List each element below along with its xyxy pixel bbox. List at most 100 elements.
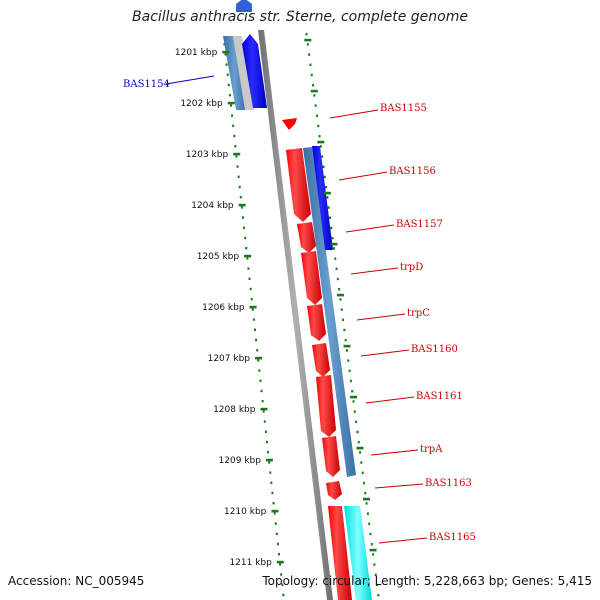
major-tick bbox=[349, 395, 357, 399]
major-tick bbox=[336, 293, 344, 297]
minor-tick bbox=[373, 563, 376, 566]
gene-label-BAS1161[interactable]: BAS1161 bbox=[416, 391, 463, 402]
scale-label: 1206 kbp bbox=[202, 303, 245, 313]
outer-tick-track bbox=[305, 33, 380, 597]
minor-tick bbox=[356, 430, 359, 434]
scale-label: 1201 kbp bbox=[175, 48, 218, 58]
minor-tick bbox=[261, 400, 264, 403]
minor-tick bbox=[305, 33, 308, 36]
scale-label: 1208 kbp bbox=[213, 405, 256, 415]
minor-tick bbox=[355, 420, 358, 423]
gene-label-BAS1156[interactable]: BAS1156 bbox=[389, 166, 436, 177]
gene-leader-line bbox=[345, 224, 395, 233]
gene-label-trpA[interactable]: trpA bbox=[420, 444, 443, 455]
gene-BAS1155-arrow bbox=[282, 118, 297, 130]
gene-leader-line bbox=[365, 396, 415, 404]
major-tick bbox=[271, 509, 279, 513]
minor-tick bbox=[245, 247, 248, 250]
major-tick bbox=[330, 242, 338, 246]
minor-tick bbox=[360, 461, 363, 464]
minor-tick bbox=[229, 104, 232, 107]
minor-tick bbox=[318, 135, 321, 138]
scale-labels: 1201 kbp 1202 kbp 1203 kbp 1204 kbp 1205 kbp… bbox=[175, 38, 377, 568]
minor-tick bbox=[267, 451, 270, 454]
minor-tick bbox=[374, 573, 377, 576]
minor-tick bbox=[345, 349, 348, 352]
minor-tick bbox=[250, 298, 253, 301]
scale-label: 1209 kbp bbox=[219, 456, 262, 466]
minor-tick bbox=[361, 471, 364, 474]
major-tick bbox=[310, 89, 318, 93]
gene-label-trpD[interactable]: trpD bbox=[400, 262, 423, 273]
gene-leader-line bbox=[370, 449, 419, 456]
gene-BAS1154-arrow bbox=[242, 34, 267, 108]
minor-tick bbox=[340, 308, 343, 311]
major-tick bbox=[222, 50, 230, 54]
gene-label-BAS1163[interactable]: BAS1163 bbox=[425, 478, 472, 489]
minor-tick bbox=[349, 379, 352, 383]
minor-tick bbox=[270, 481, 273, 484]
minor-tick bbox=[319, 145, 322, 148]
minor-tick bbox=[249, 287, 252, 291]
minor-tick bbox=[260, 389, 263, 393]
minor-tick bbox=[238, 185, 241, 189]
minor-tick bbox=[377, 594, 380, 597]
scale-label: 1205 kbp bbox=[197, 252, 240, 262]
minor-tick bbox=[326, 196, 329, 199]
minor-tick bbox=[330, 226, 333, 230]
major-tick bbox=[260, 407, 268, 411]
gene-label-BAS1157[interactable]: BAS1157 bbox=[396, 219, 443, 230]
minor-tick bbox=[225, 63, 228, 66]
minor-tick bbox=[369, 532, 372, 536]
minor-tick bbox=[226, 73, 229, 76]
minor-tick bbox=[252, 318, 255, 321]
gene-labels: BAS1154 BAS1155 BAS1156 BAS1157 trpD trpC BAS1… bbox=[123, 75, 476, 544]
gene-leader-line bbox=[378, 537, 428, 544]
major-tick bbox=[227, 101, 235, 105]
minor-tick bbox=[342, 318, 345, 321]
major-tick bbox=[265, 458, 273, 462]
major-tick bbox=[363, 497, 371, 501]
minor-tick bbox=[357, 441, 360, 444]
minor-tick bbox=[276, 542, 279, 546]
minor-tick bbox=[265, 440, 268, 444]
gene-label-BAS1154[interactable]: BAS1154 bbox=[123, 79, 170, 90]
gene-label-trpC[interactable]: trpC bbox=[407, 308, 430, 319]
inner-tick-track bbox=[223, 43, 285, 597]
minor-tick bbox=[321, 155, 324, 158]
minor-tick bbox=[281, 583, 284, 586]
minor-tick bbox=[322, 165, 325, 168]
minor-tick bbox=[241, 216, 244, 219]
minor-tick bbox=[308, 53, 311, 56]
major-tick bbox=[356, 446, 364, 450]
gene-leader-line bbox=[350, 267, 399, 275]
gene-label-BAS1160[interactable]: BAS1160 bbox=[411, 344, 458, 355]
minor-tick bbox=[325, 186, 328, 189]
minor-tick bbox=[264, 430, 267, 433]
minor-tick bbox=[332, 247, 335, 250]
minor-tick bbox=[263, 420, 266, 423]
minor-tick bbox=[253, 328, 256, 331]
minor-tick bbox=[262, 410, 265, 413]
minor-tick bbox=[314, 104, 317, 107]
gene-label-BAS1155[interactable]: BAS1155 bbox=[380, 103, 427, 114]
major-tick bbox=[255, 356, 263, 360]
minor-tick bbox=[223, 43, 226, 46]
summary-text: Topology: circular; Length: 5,228,663 bp… bbox=[262, 574, 592, 588]
minor-tick bbox=[310, 73, 313, 77]
minor-tick bbox=[331, 237, 334, 240]
minor-tick bbox=[282, 593, 285, 597]
scale-label: 1210 kbp bbox=[224, 507, 267, 517]
minor-tick bbox=[343, 328, 346, 332]
minor-tick bbox=[315, 114, 318, 117]
minor-tick bbox=[271, 491, 274, 495]
minor-tick bbox=[338, 288, 341, 291]
minor-tick bbox=[269, 471, 272, 474]
major-tick bbox=[369, 548, 377, 552]
gene-label-BAS1165[interactable]: BAS1165 bbox=[429, 532, 476, 543]
gene-BAS1154-block bbox=[223, 36, 246, 110]
reverse-strand-features bbox=[303, 146, 372, 600]
minor-tick bbox=[335, 267, 338, 270]
